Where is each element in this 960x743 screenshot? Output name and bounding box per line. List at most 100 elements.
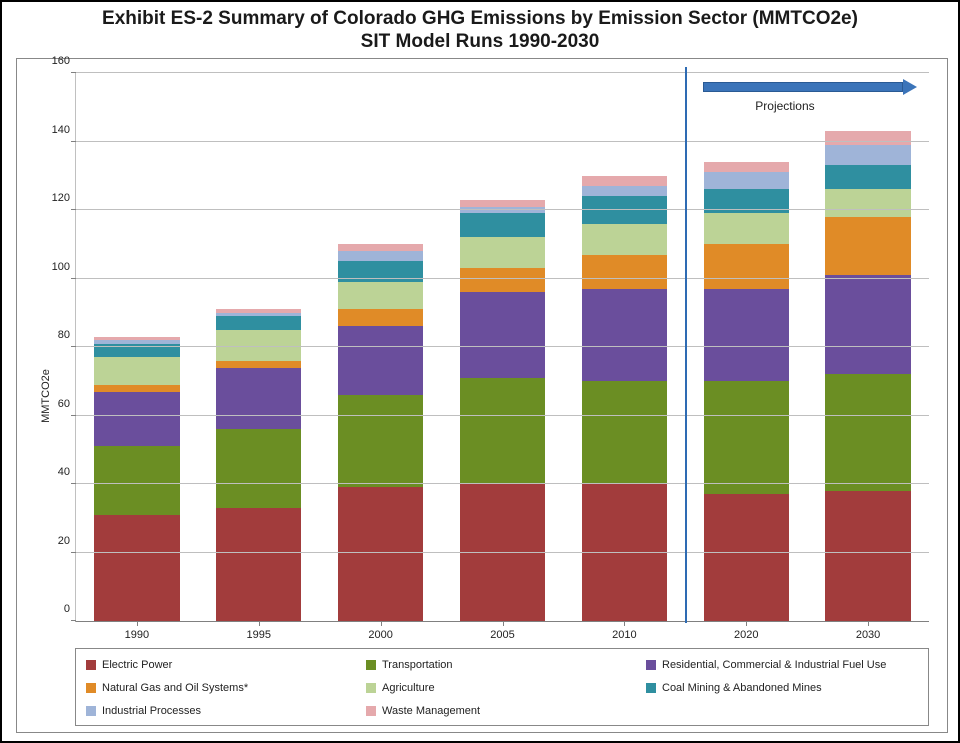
legend-swatch bbox=[366, 660, 376, 670]
gridline bbox=[76, 346, 929, 347]
bar-segment-nat_gas_oil bbox=[582, 255, 667, 289]
bar-slot bbox=[198, 73, 320, 621]
y-tick-mark bbox=[71, 72, 76, 73]
bar-segment-waste_mgmt bbox=[338, 244, 423, 251]
y-tick-label: 20 bbox=[58, 535, 70, 547]
legend-swatch bbox=[366, 683, 376, 693]
bar-segment-electric_power bbox=[460, 484, 545, 621]
gridline bbox=[76, 141, 929, 142]
x-tick-label: 2005 bbox=[490, 629, 514, 641]
bar-segment-nat_gas_oil bbox=[825, 217, 910, 275]
bar-segment-agriculture bbox=[825, 189, 910, 216]
bar-segment-rci_fuel bbox=[704, 289, 789, 381]
x-tick-label: 2020 bbox=[734, 629, 758, 641]
page-frame: Exhibit ES-2 Summary of Colorado GHG Emi… bbox=[0, 0, 960, 743]
stacked-bar bbox=[582, 73, 667, 621]
gridline bbox=[76, 415, 929, 416]
bar-segment-agriculture bbox=[704, 213, 789, 244]
y-tick-label: 40 bbox=[58, 466, 70, 478]
bar-segment-electric_power bbox=[94, 515, 179, 621]
bar-slot bbox=[76, 73, 198, 621]
y-tick-label: 0 bbox=[64, 603, 70, 615]
bar-segment-transportation bbox=[704, 381, 789, 494]
bar-segment-nat_gas_oil bbox=[704, 244, 789, 289]
bar-segment-waste_mgmt bbox=[704, 162, 789, 172]
bar-segment-rci_fuel bbox=[94, 392, 179, 447]
legend-label: Waste Management bbox=[382, 705, 480, 717]
bar-segment-electric_power bbox=[216, 508, 301, 621]
stacked-bar bbox=[704, 73, 789, 621]
bar-segment-industrial_proc bbox=[704, 172, 789, 189]
legend-label: Electric Power bbox=[102, 659, 172, 671]
legend-label: Natural Gas and Oil Systems* bbox=[102, 682, 248, 694]
bar-segment-industrial_proc bbox=[216, 313, 301, 316]
bar-slot bbox=[807, 73, 929, 621]
x-tick-label: 2010 bbox=[612, 629, 636, 641]
y-tick-mark bbox=[71, 278, 76, 279]
bar-segment-agriculture bbox=[460, 237, 545, 268]
bar-slot bbox=[563, 73, 685, 621]
y-tick-label: 100 bbox=[52, 261, 70, 273]
chart-title: Exhibit ES-2 Summary of Colorado GHG Emi… bbox=[2, 2, 958, 54]
y-tick-mark bbox=[71, 620, 76, 621]
bar-segment-industrial_proc bbox=[825, 145, 910, 166]
bar-segment-waste_mgmt bbox=[460, 200, 545, 207]
x-tick-label: 1995 bbox=[247, 629, 271, 641]
legend-swatch bbox=[86, 706, 96, 716]
bar-segment-agriculture bbox=[582, 224, 667, 255]
stacked-bar bbox=[94, 73, 179, 621]
bar-segment-electric_power bbox=[825, 491, 910, 621]
bar-segment-rci_fuel bbox=[582, 289, 667, 381]
legend-item-coal_mining: Coal Mining & Abandoned Mines bbox=[646, 678, 918, 697]
legend-item-agriculture: Agriculture bbox=[366, 678, 638, 697]
bar-segment-rci_fuel bbox=[460, 292, 545, 378]
y-tick-mark bbox=[71, 415, 76, 416]
x-tick-mark bbox=[624, 621, 625, 626]
chart-title-line1: Exhibit ES-2 Summary of Colorado GHG Emi… bbox=[2, 8, 958, 31]
bar-segment-rci_fuel bbox=[216, 368, 301, 430]
legend-swatch bbox=[646, 660, 656, 670]
bar-segment-electric_power bbox=[338, 487, 423, 621]
bar-segment-agriculture bbox=[338, 282, 423, 309]
legend: Electric Power Transportation Residential,… bbox=[75, 648, 929, 726]
bar-segment-nat_gas_oil bbox=[216, 361, 301, 368]
bar-segment-transportation bbox=[825, 374, 910, 490]
legend-swatch bbox=[86, 660, 96, 670]
y-tick-mark bbox=[71, 483, 76, 484]
bar-segment-agriculture bbox=[94, 357, 179, 384]
bar-segment-industrial_proc bbox=[338, 251, 423, 261]
x-tick-mark bbox=[746, 621, 747, 626]
bar-segment-rci_fuel bbox=[825, 275, 910, 374]
bar-slot bbox=[442, 73, 564, 621]
bar-segment-rci_fuel bbox=[338, 326, 423, 395]
y-tick-label: 80 bbox=[58, 329, 70, 341]
bar-segment-waste_mgmt bbox=[94, 337, 179, 340]
legend-item-industrial_proc: Industrial Processes bbox=[86, 702, 358, 721]
gridline bbox=[76, 552, 929, 553]
legend-label: Agriculture bbox=[382, 682, 435, 694]
x-tick-mark bbox=[137, 621, 138, 626]
bar-segment-transportation bbox=[216, 429, 301, 508]
legend-item-electric_power: Electric Power bbox=[86, 655, 358, 674]
bar-segment-waste_mgmt bbox=[582, 176, 667, 186]
legend-item-rci_fuel: Residential, Commercial & Industrial Fue… bbox=[646, 655, 918, 674]
legend-item-waste_mgmt: Waste Management bbox=[366, 702, 638, 721]
y-tick-label: 120 bbox=[52, 192, 70, 204]
bar-segment-coal_mining bbox=[582, 196, 667, 223]
x-tick-mark bbox=[503, 621, 504, 626]
legend-label: Transportation bbox=[382, 659, 453, 671]
projection-arrow-icon bbox=[703, 79, 917, 95]
bar-segment-coal_mining bbox=[216, 316, 301, 330]
y-tick-mark bbox=[71, 141, 76, 142]
legend-item-transportation: Transportation bbox=[366, 655, 638, 674]
bar-segment-industrial_proc bbox=[582, 186, 667, 196]
bar-segment-transportation bbox=[94, 446, 179, 515]
y-tick-label: 60 bbox=[58, 398, 70, 410]
bar-slot bbox=[320, 73, 442, 621]
chart-panel: MMTCO2e 02040608010012014016019901995200… bbox=[16, 58, 948, 733]
x-tick-label: 1990 bbox=[125, 629, 149, 641]
legend-item-nat_gas_oil: Natural Gas and Oil Systems* bbox=[86, 678, 358, 697]
chart-title-line2: SIT Model Runs 1990-2030 bbox=[2, 31, 958, 54]
bar-segment-industrial_proc bbox=[94, 340, 179, 343]
y-tick-label: 160 bbox=[52, 55, 70, 67]
